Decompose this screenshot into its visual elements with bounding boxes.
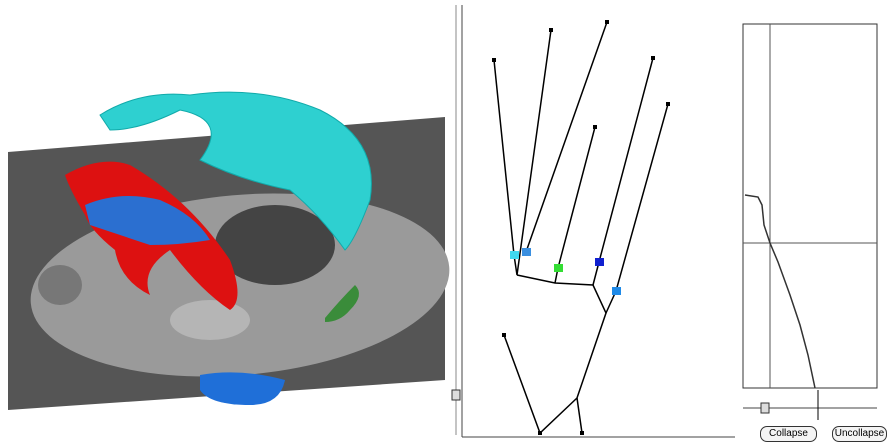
organ: [38, 265, 82, 305]
node: [605, 20, 609, 24]
slider-thumb[interactable]: [452, 390, 460, 400]
scene: [0, 0, 891, 443]
node-marker[interactable]: [554, 264, 563, 272]
uncollapse-button[interactable]: Uncollapse: [832, 426, 887, 442]
curve: [745, 195, 815, 388]
node-marker[interactable]: [595, 258, 604, 266]
plot-frame: [743, 24, 877, 388]
node: [549, 28, 553, 32]
dendrogram: [452, 5, 735, 437]
node: [580, 431, 584, 435]
volume-render: [8, 92, 457, 410]
edge: [577, 398, 582, 433]
app-window: Collapse Uncollapse: [0, 0, 891, 443]
node-marker[interactable]: [522, 248, 531, 256]
node: [593, 125, 597, 129]
node-marker[interactable]: [612, 287, 621, 295]
node: [538, 431, 542, 435]
edge: [494, 30, 551, 275]
node: [502, 333, 506, 337]
threshold-plot: [743, 24, 877, 420]
edge: [606, 104, 668, 313]
edge: [593, 58, 653, 285]
edge: [504, 275, 606, 433]
edge: [526, 22, 607, 252]
vessel-blue: [200, 372, 285, 405]
collapse-button[interactable]: Collapse: [760, 426, 817, 442]
node: [492, 58, 496, 62]
node: [651, 56, 655, 60]
organ: [170, 300, 250, 340]
slider-thumb[interactable]: [761, 403, 769, 413]
node: [666, 102, 670, 106]
node-marker[interactable]: [510, 251, 519, 259]
